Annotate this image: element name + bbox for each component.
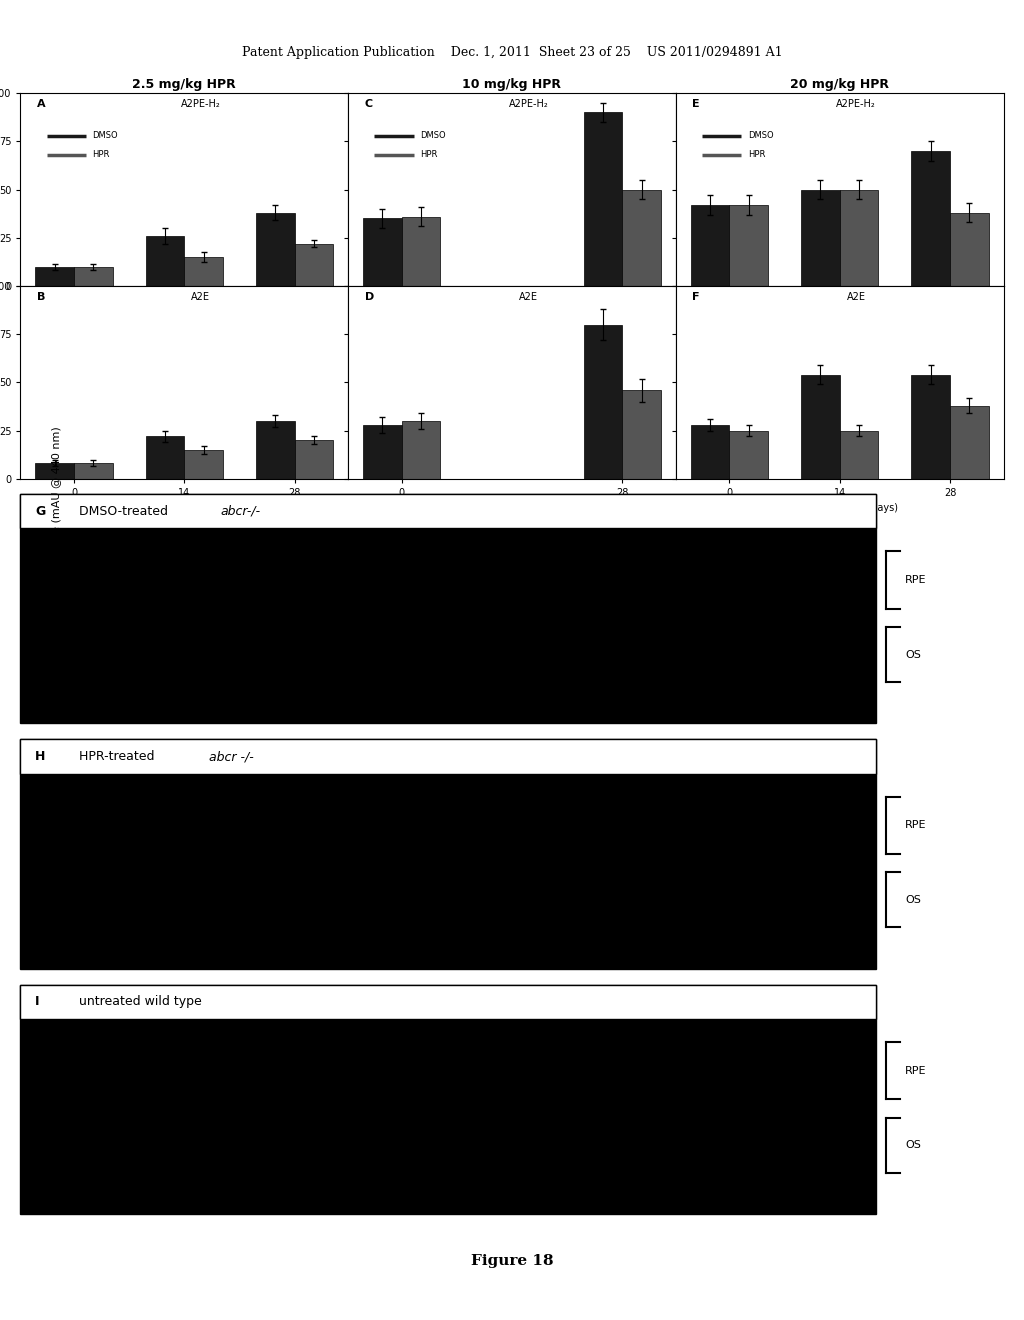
Text: A2E: A2E (519, 292, 538, 302)
Bar (950, 213, 988, 286)
Text: A2PE-H₂: A2PE-H₂ (181, 99, 220, 108)
Bar (691, 205, 729, 286)
Bar (74, 463, 113, 479)
Text: A2E: A2E (191, 292, 210, 302)
Bar (256, 213, 295, 286)
Bar (840, 190, 879, 286)
Bar (584, 325, 623, 479)
Bar (950, 405, 988, 479)
Text: DMSO: DMSO (748, 131, 773, 140)
Bar (36, 267, 74, 286)
Text: A2PE-H₂: A2PE-H₂ (509, 99, 548, 108)
Text: Figure 18: Figure 18 (471, 1254, 553, 1269)
Bar (729, 430, 768, 479)
Bar (729, 205, 768, 286)
Text: untreated wild type: untreated wild type (80, 995, 202, 1008)
Text: F: F (692, 292, 699, 302)
Text: DMSO: DMSO (420, 131, 445, 140)
Bar (20, 494, 876, 723)
Bar (295, 441, 333, 479)
Text: abcr-/-: abcr-/- (220, 504, 260, 517)
Bar (801, 190, 840, 286)
Text: B: B (37, 292, 45, 302)
Title: 10 mg/kg HPR: 10 mg/kg HPR (463, 78, 561, 91)
Bar (623, 190, 660, 286)
Bar (145, 437, 184, 479)
Bar (801, 375, 840, 479)
Bar (911, 375, 950, 479)
Text: OS: OS (905, 649, 922, 660)
Text: absorbance (mAU @ 440 nm): absorbance (mAU @ 440 nm) (51, 426, 61, 590)
Bar (401, 421, 440, 479)
Text: RPE: RPE (905, 821, 927, 830)
Text: D: D (365, 292, 374, 302)
Bar (295, 243, 333, 286)
Text: HPR: HPR (420, 150, 437, 160)
Bar (256, 421, 295, 479)
Bar (840, 430, 879, 479)
Text: abcr -/-: abcr -/- (209, 750, 254, 763)
Text: RPE: RPE (905, 576, 927, 585)
Text: Patent Application Publication    Dec. 1, 2011  Sheet 23 of 25    US 2011/029489: Patent Application Publication Dec. 1, 2… (242, 46, 782, 58)
Bar (401, 216, 440, 286)
Text: G: G (35, 504, 45, 517)
Bar (20, 739, 876, 969)
Text: HPR-treated: HPR-treated (80, 750, 159, 763)
Text: A: A (37, 99, 45, 108)
Text: HPR: HPR (92, 150, 110, 160)
Text: C: C (365, 99, 373, 108)
Text: E: E (692, 99, 699, 108)
Text: DMSO-treated: DMSO-treated (80, 504, 172, 517)
Bar (623, 391, 660, 479)
Bar (364, 218, 401, 286)
Text: OS: OS (905, 1140, 922, 1150)
Bar (145, 236, 184, 286)
Text: RPE: RPE (905, 1065, 927, 1076)
Title: 20 mg/kg HPR: 20 mg/kg HPR (791, 78, 889, 91)
X-axis label: treatment period (days): treatment period (days) (781, 503, 898, 513)
Text: A2PE-H₂: A2PE-H₂ (837, 99, 876, 108)
Bar (184, 257, 223, 286)
Bar (691, 425, 729, 479)
Bar (20, 985, 876, 1019)
Text: A2E: A2E (847, 292, 865, 302)
Bar (20, 739, 876, 774)
Bar (74, 267, 113, 286)
Text: H: H (35, 750, 46, 763)
X-axis label: treatment period (days): treatment period (days) (126, 503, 243, 513)
X-axis label: treatment period (days): treatment period (days) (454, 503, 570, 513)
Title: 2.5 mg/kg HPR: 2.5 mg/kg HPR (132, 78, 237, 91)
Bar (584, 112, 623, 286)
Bar (911, 150, 950, 286)
Text: DMSO: DMSO (92, 131, 118, 140)
Bar (20, 494, 876, 528)
Bar (36, 463, 74, 479)
Text: OS: OS (905, 895, 922, 906)
Text: HPR: HPR (748, 150, 765, 160)
Bar (364, 425, 401, 479)
Bar (20, 985, 876, 1214)
Text: I: I (35, 995, 40, 1008)
Bar (184, 450, 223, 479)
